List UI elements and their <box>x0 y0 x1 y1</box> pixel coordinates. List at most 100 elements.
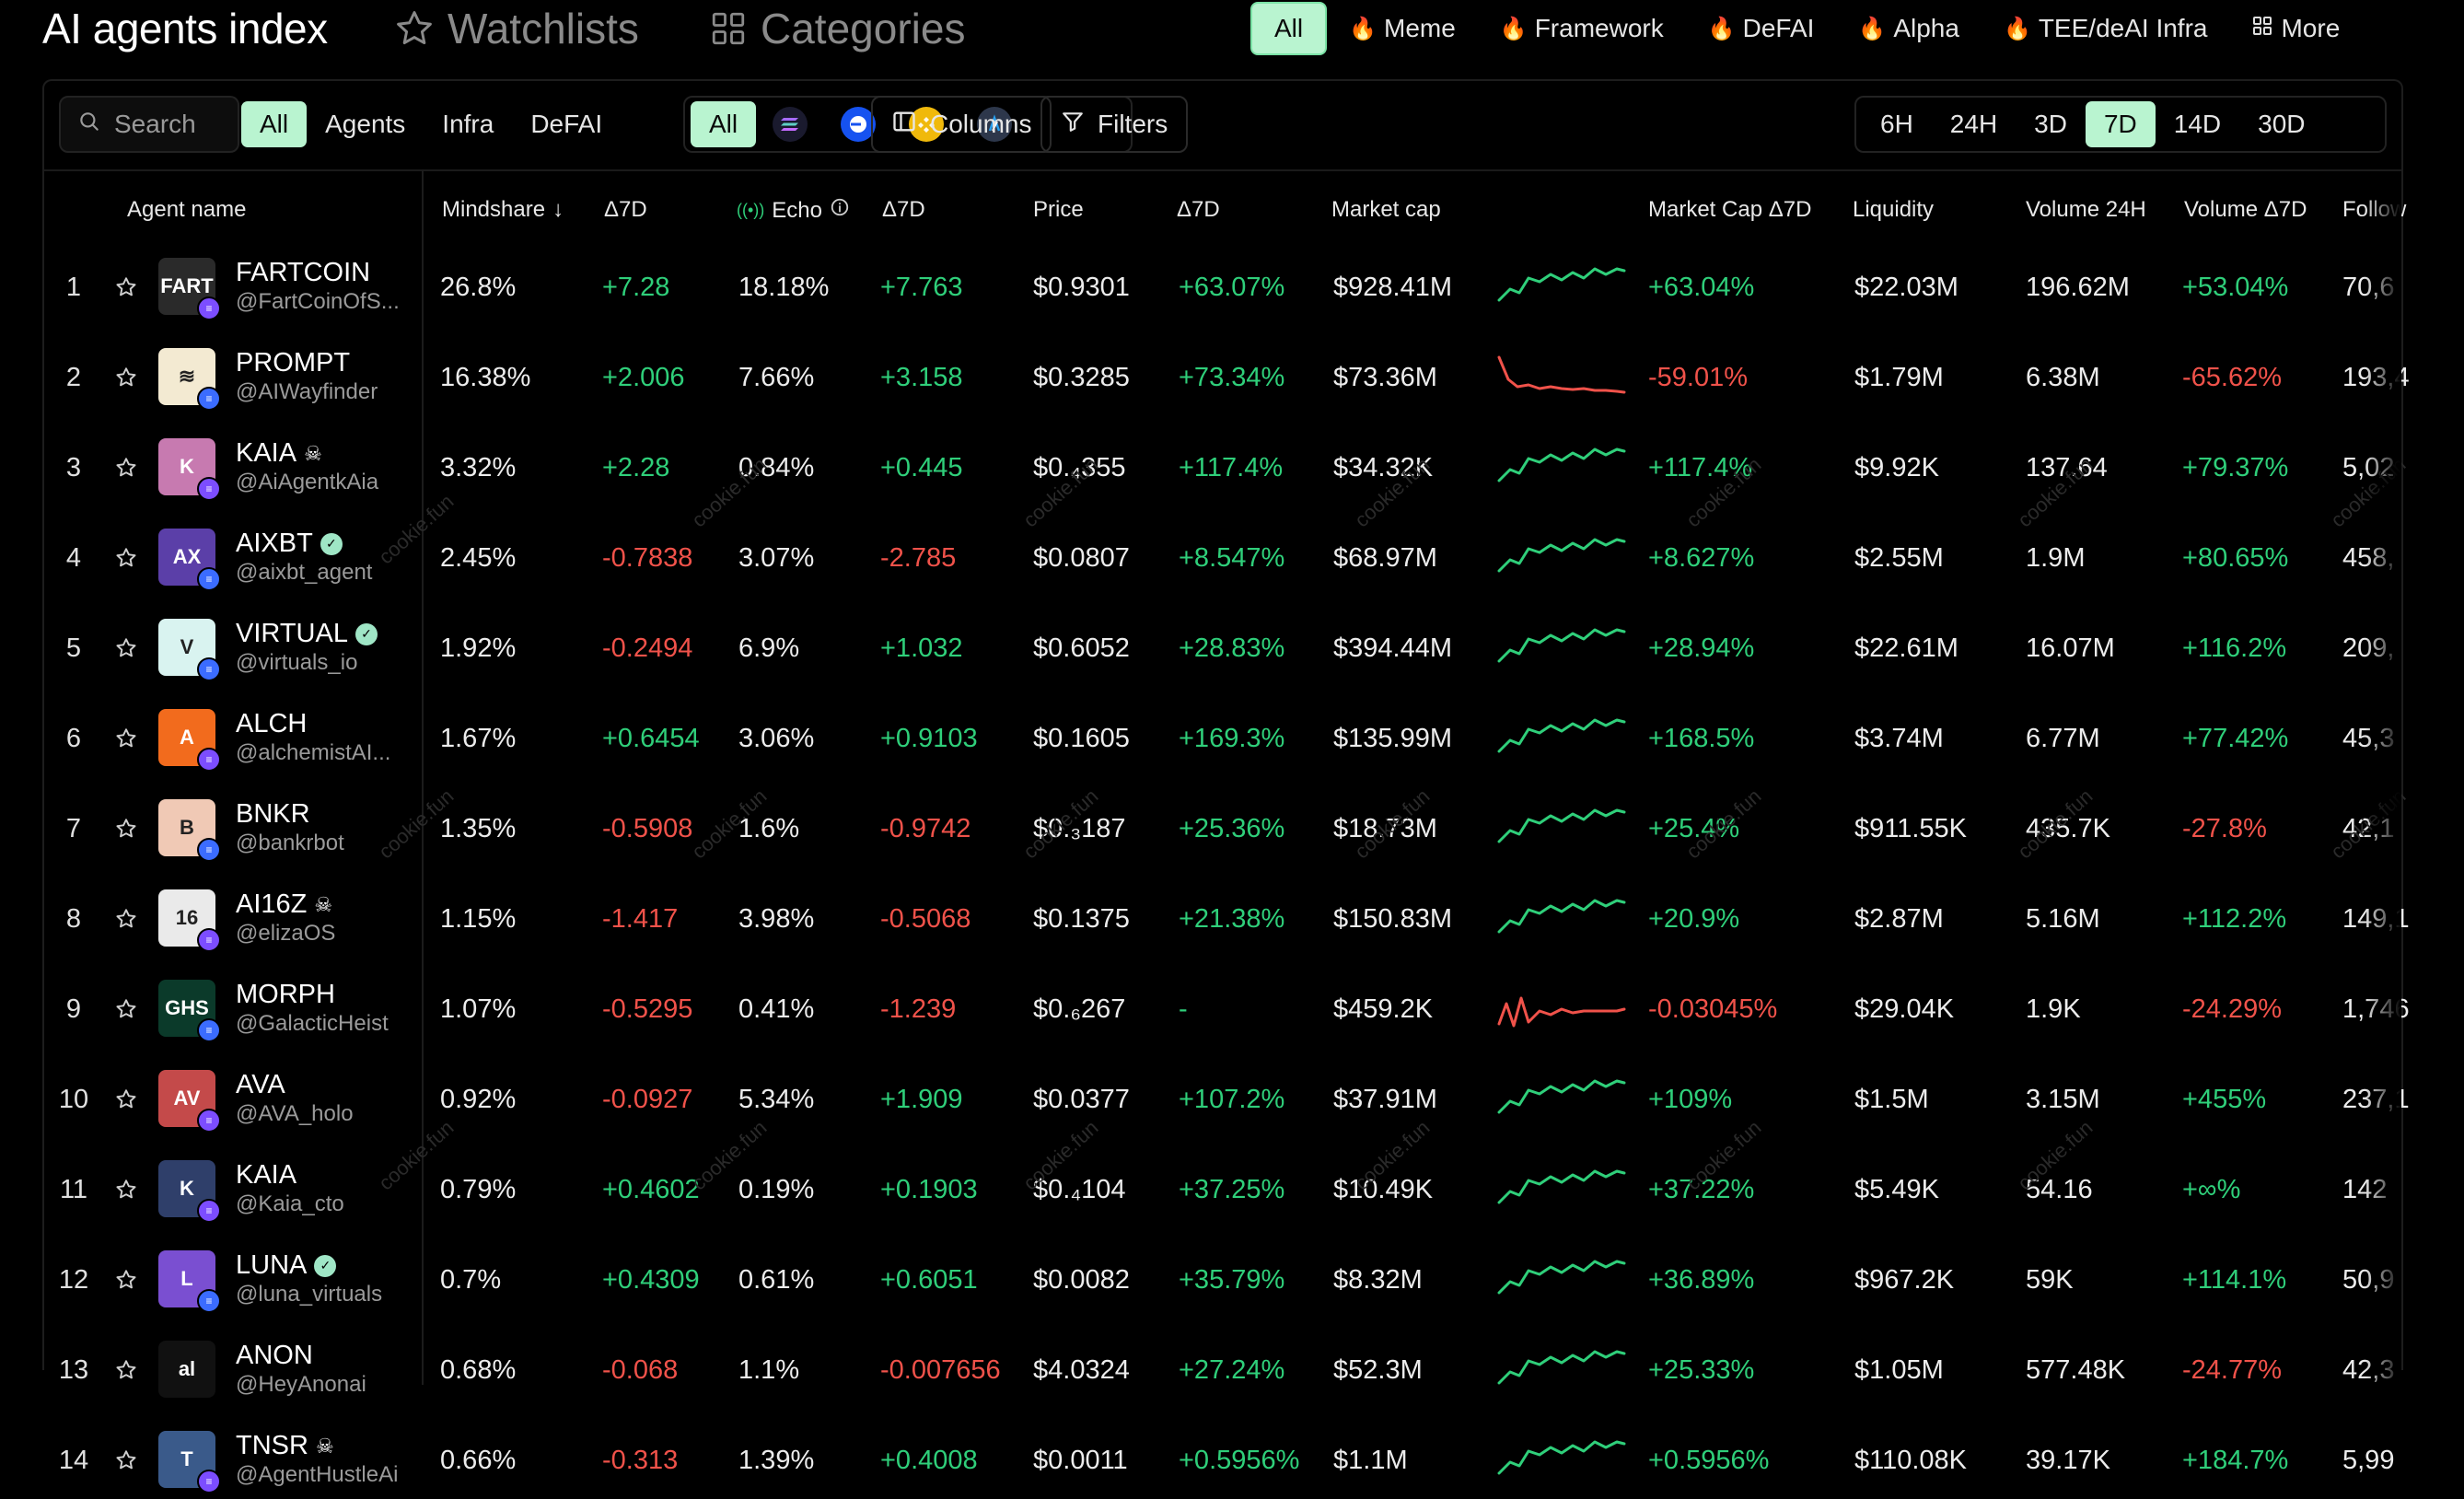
table-row[interactable]: 8 16 ≡ AI16Z ☠ @elizaOS 1.15% -1.417 3.98% -… <box>44 880 2410 958</box>
header-volume-24h[interactable]: Volume 24H <box>2026 197 2146 222</box>
chain-filter-all[interactable]: All <box>691 101 757 147</box>
agent-handle[interactable]: @AiAgentkAia <box>236 470 379 494</box>
avatar[interactable]: L ≡ <box>158 1250 221 1313</box>
table-row[interactable]: 11 K ≡ KAIA @Kaia_cto 0.79% +0.4602 0.19% +0… <box>44 1151 2401 1228</box>
avatar[interactable]: V ≡ <box>158 619 221 681</box>
category-filter-framework[interactable]: 🔥 Framework <box>1478 4 1686 53</box>
header-mindshare[interactable]: Mindshare ↓ <box>442 197 564 223</box>
category-filter-tee[interactable]: 🔥 TEE/deAI Infra <box>1982 4 2230 53</box>
avatar[interactable]: ≋ ≡ <box>158 348 221 411</box>
agent-name[interactable]: FARTCOIN <box>236 258 370 288</box>
avatar[interactable]: FART ≡ <box>158 258 221 320</box>
agent-handle[interactable]: @Kaia_cto <box>236 1191 344 1216</box>
watchlist-star-icon[interactable] <box>114 1422 138 1499</box>
table-row[interactable]: 9 GHS ≡ MORPH @GalacticHeist 1.07% -0.5295… <box>44 970 2410 1048</box>
watchlist-star-icon[interactable] <box>114 1331 138 1409</box>
agent-name[interactable]: MORPH <box>236 980 335 1010</box>
avatar[interactable]: K ≡ <box>158 1160 221 1223</box>
type-tab-infra[interactable]: Infra <box>442 110 494 138</box>
avatar[interactable]: 16 ≡ <box>158 889 221 952</box>
avatar[interactable]: T ≡ <box>158 1431 221 1493</box>
info-icon[interactable] <box>830 197 850 224</box>
period-tab-7d[interactable]: 7D <box>2085 101 2156 147</box>
header-liquidity[interactable]: Liquidity <box>1853 197 1935 222</box>
period-tab-24h[interactable]: 24H <box>1949 110 1998 138</box>
period-tab-30d[interactable]: 30D <box>2258 110 2306 138</box>
table-row[interactable]: 7 B ≡ BNKR @bankrbot 1.35% -0.5908 1.6% -0.9… <box>44 790 2401 867</box>
avatar[interactable]: A ≡ <box>158 709 221 772</box>
watchlist-star-icon[interactable] <box>114 970 138 1048</box>
agent-handle[interactable]: @virtuals_io <box>236 650 358 675</box>
agent-handle[interactable]: @aixbt_agent <box>236 560 373 585</box>
agent-handle[interactable]: @AgentHustleAi <box>236 1462 399 1487</box>
watchlist-star-icon[interactable] <box>114 790 138 867</box>
type-tab-defai[interactable]: DeFAI <box>530 110 603 138</box>
search-input[interactable]: Search <box>59 96 239 153</box>
type-tab-agents[interactable]: Agents <box>325 110 406 138</box>
agent-handle[interactable]: @bankrbot <box>236 831 344 855</box>
agent-handle[interactable]: @GalacticHeist <box>236 1011 389 1036</box>
agent-handle[interactable]: @elizaOS <box>236 921 336 946</box>
columns-button[interactable]: Columns <box>871 96 1052 153</box>
table-row[interactable]: 3 K ≡ KAIA ☠ @AiAgentkAia 3.32% +2.28 0.84%… <box>44 429 2401 506</box>
agent-handle[interactable]: @FartCoinOfS... <box>236 289 400 314</box>
period-tab-6h[interactable]: 6H <box>1880 110 1913 138</box>
watchlist-star-icon[interactable] <box>114 880 138 958</box>
agent-name[interactable]: LUNA ✓ <box>236 1250 337 1281</box>
agent-handle[interactable]: @HeyAnonai <box>236 1372 366 1397</box>
watchlist-star-icon[interactable] <box>114 1151 138 1228</box>
table-row[interactable]: 14 T ≡ TNSR ☠ @AgentHustleAi 0.66% -0.313 1… <box>44 1422 2401 1499</box>
period-tab-14d[interactable]: 14D <box>2173 110 2222 138</box>
agent-handle[interactable]: @alchemistAI... <box>236 740 391 765</box>
agent-name[interactable]: PROMPT <box>236 348 350 378</box>
agent-name[interactable]: TNSR ☠ <box>236 1431 334 1461</box>
period-tab-3d[interactable]: 3D <box>2034 110 2067 138</box>
avatar[interactable]: AV ≡ <box>158 1070 221 1133</box>
header-price[interactable]: Price <box>1033 197 1084 222</box>
agent-name[interactable]: KAIA ☠ <box>236 438 322 469</box>
header-price-delta[interactable]: Δ7D <box>1177 197 1220 222</box>
agent-name[interactable]: AI16Z ☠ <box>236 889 332 920</box>
agent-handle[interactable]: @AVA_holo <box>236 1101 354 1126</box>
avatar[interactable]: AX ≡ <box>158 529 221 591</box>
header-volume-delta[interactable]: Volume Δ7D <box>2184 197 2307 222</box>
filters-button[interactable]: Filters <box>1040 96 1189 153</box>
type-tab-all[interactable]: All <box>241 101 308 147</box>
category-filter-more[interactable]: More <box>2229 4 2362 53</box>
watchlist-star-icon[interactable] <box>114 429 138 506</box>
nav-watchlists[interactable]: Watchlists <box>394 4 639 53</box>
category-filter-meme[interactable]: 🔥 Meme <box>1327 4 1478 53</box>
header-market-cap[interactable]: Market cap <box>1331 197 1441 222</box>
agent-name[interactable]: VIRTUAL ✓ <box>236 619 378 649</box>
category-filter-all[interactable]: All <box>1250 2 1328 55</box>
agent-handle[interactable]: @luna_virtuals <box>236 1282 383 1307</box>
avatar[interactable]: GHS ≡ <box>158 980 221 1042</box>
category-filter-alpha[interactable]: 🔥 Alpha <box>1836 4 1982 53</box>
watchlist-star-icon[interactable] <box>114 610 138 687</box>
watchlist-star-icon[interactable] <box>114 700 138 777</box>
watchlist-star-icon[interactable] <box>114 249 138 326</box>
agent-name[interactable]: AVA <box>236 1070 285 1100</box>
agent-name[interactable]: BNKR <box>236 799 310 830</box>
watchlist-star-icon[interactable] <box>114 339 138 416</box>
category-filter-defai[interactable]: 🔥 DeFAI <box>1686 4 1837 53</box>
table-row[interactable]: 2 ≋ ≡ PROMPT @AIWayfinder 16.38% +2.006 7.6… <box>44 339 2410 416</box>
agent-name[interactable]: ANON <box>236 1341 313 1371</box>
bnb-icon[interactable] <box>909 107 945 142</box>
agent-name[interactable]: ALCH <box>236 709 307 739</box>
header-market-cap-delta[interactable]: Market Cap Δ7D <box>1648 197 1812 222</box>
avatar[interactable]: K ≡ <box>158 438 221 501</box>
header-mindshare-delta[interactable]: Δ7D <box>604 197 647 222</box>
header-echo[interactable]: ((•)) Echo <box>737 197 850 224</box>
watchlist-star-icon[interactable] <box>114 1061 138 1138</box>
solana-icon[interactable] <box>773 107 808 142</box>
avatar[interactable]: B ≡ <box>158 799 221 862</box>
watchlist-star-icon[interactable] <box>114 1241 138 1319</box>
table-row[interactable]: 10 AV ≡ AVA @AVA_holo 0.92% -0.0927 5.34% +1… <box>44 1061 2410 1138</box>
table-row[interactable]: 13 al ANON @HeyAnonai 0.68% -0.068 1.1% -0.0… <box>44 1331 2401 1409</box>
avatar[interactable]: al <box>158 1341 215 1398</box>
header-echo-delta[interactable]: Δ7D <box>882 197 925 222</box>
table-row[interactable]: 1 FART ≡ FARTCOIN @FartCoinOfS... 26.8% +7… <box>44 249 2401 326</box>
table-row[interactable]: 12 L ≡ LUNA ✓ @luna_virtuals 0.7% +0.4309 0… <box>44 1241 2401 1319</box>
table-row[interactable]: 5 V ≡ VIRTUAL ✓ @virtuals_io 1.92% -0.2494… <box>44 610 2401 687</box>
